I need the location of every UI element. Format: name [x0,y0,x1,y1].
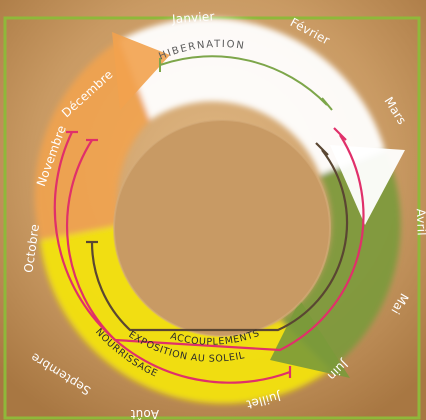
line-hibernation-end [321,97,333,111]
inner-hole [114,120,330,336]
line-accouplements-end [315,142,329,156]
month-octobre: Octobre [21,223,42,274]
arrowhead-autumn [112,32,170,110]
ring-summer [40,225,330,404]
line-hibernation [159,55,328,106]
inner-hole-rim [113,119,331,337]
ring-hibernation [120,17,385,175]
month-aout: Août [130,407,159,420]
arrowhead-hibernation [330,145,405,225]
month-janvier: Janvier [171,9,216,26]
line-accouplements [90,149,349,332]
arrowhead-spring [270,300,350,378]
line-nourrissage [53,131,291,384]
line-exposition-end [333,127,347,141]
line-exposition [65,134,365,352]
month-avril: Avril [414,208,426,236]
